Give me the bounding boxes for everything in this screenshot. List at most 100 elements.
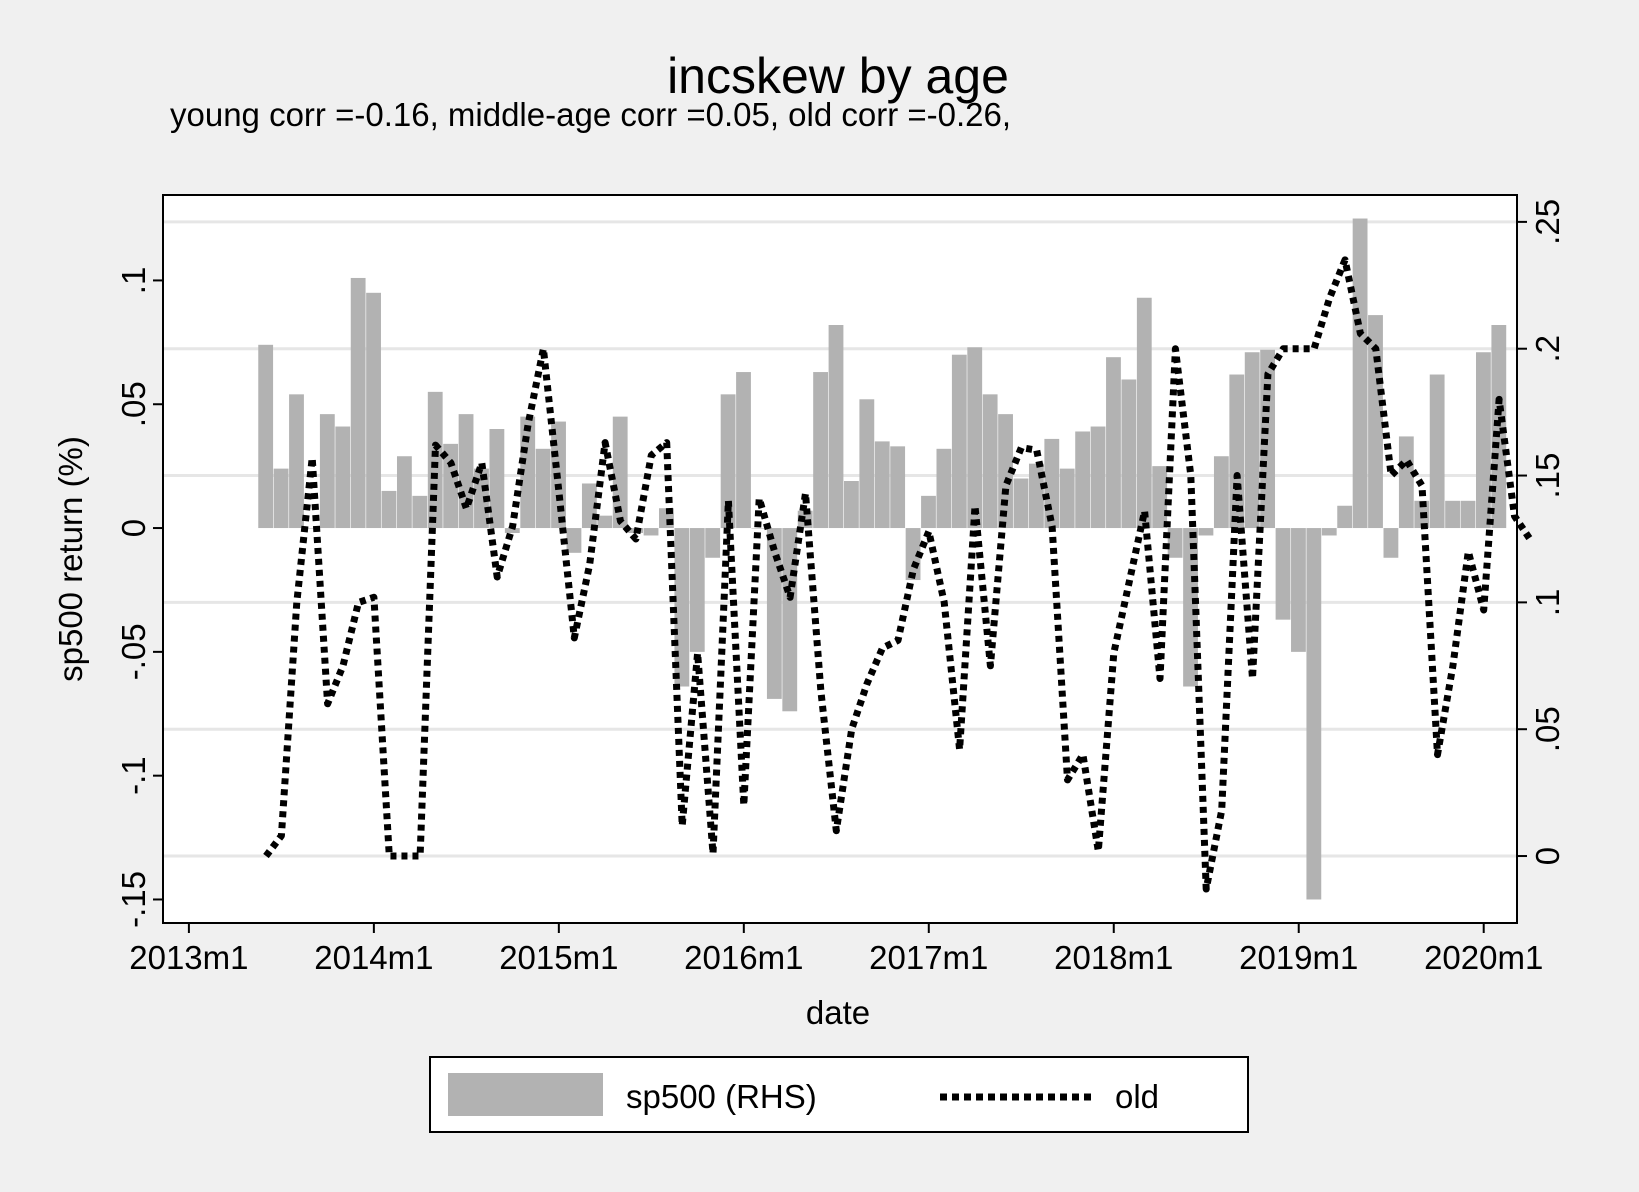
x-tick-label: 2014m1 [314,939,433,976]
sp500-bar [951,354,967,529]
x-tick-label: 2017m1 [869,939,988,976]
sp500-bar [1275,528,1291,620]
x-axis-label: date [806,994,870,1031]
sp500-bar [859,399,875,529]
legend-label-sp500: sp500 (RHS) [626,1078,817,1115]
sp500-bar [335,426,351,529]
sp500-bar [736,372,751,529]
sp500-bar [1445,500,1460,529]
sp500-bar [674,528,690,687]
sp500-bar [1121,379,1137,529]
left-tick-label: 0 [115,519,152,537]
sp500-bar [1167,528,1183,558]
x-tick-label: 2015m1 [499,939,618,976]
sp500-bar [751,528,767,529]
sp500-bar [890,446,906,529]
sp500-bar [381,490,397,529]
sp500-bar [782,528,798,712]
sp500-bar [350,277,366,529]
x-tick-label: 2016m1 [684,939,803,976]
sp500-bar [1106,357,1121,529]
right-tick-label: .2 [1529,335,1566,363]
sp500-bar [936,448,952,529]
sp500-bar [1229,374,1245,529]
sp500-bar [1152,466,1168,529]
left-axis: -.15 -.1 -.05 0 .05 .1 [115,267,163,928]
sp500-bar [643,528,659,536]
sp500-bar [597,515,613,529]
right-tick-label: .25 [1529,199,1566,245]
sp500-bar [813,372,828,529]
sp500-bar [520,416,536,529]
sp500-bar [1028,463,1044,529]
sp500-bar [828,325,844,529]
sp500-bar [1291,528,1306,652]
left-tick-label: .1 [115,267,152,295]
sp500-bar [705,528,721,558]
sp500-bar [427,391,443,529]
left-tick-label: -.1 [115,756,152,795]
sp500-bar [412,495,428,529]
sp500-bar [689,528,705,652]
left-tick-label: -.15 [115,871,152,928]
sp500-bar [874,441,890,529]
y-axis-label: sp500 return (%) [52,436,89,682]
right-tick-label: 0 [1529,847,1566,865]
sp500-bar [766,528,782,699]
sp500-bar [258,344,274,529]
right-tick-label: .05 [1529,706,1566,752]
sp500-bar [304,528,320,529]
sp500-bar [1213,456,1229,529]
sp500-bar [396,456,412,529]
sp500-bar [1244,352,1260,529]
sp500-bar [289,394,304,529]
sp500-bar [1337,505,1353,529]
legend: sp500 (RHS) old [429,1056,1249,1133]
sp500-bar [1429,374,1445,529]
sp500-bar [1383,528,1399,558]
sp500-bar [1475,352,1491,529]
x-tick-label: 2013m1 [129,939,248,976]
legend-label-old: old [1115,1078,1159,1115]
sp500-bar [366,292,381,529]
sp500-bar [1398,436,1414,529]
sp500-bars [258,218,1507,900]
right-axis: 0 .05 .1 .15 .2 .25 [1517,199,1566,865]
sp500-bar [844,481,859,529]
x-tick-label: 2020m1 [1424,939,1543,976]
sp500-bar [921,495,936,529]
sp500-bar [1460,500,1476,529]
sp500-bar [967,347,983,529]
old-line [263,256,1533,893]
sp500-bar [1321,528,1337,536]
legend-swatch-sp500 [448,1073,603,1116]
sp500-bar [1136,297,1152,529]
sp500-bar [982,394,998,529]
sp500-bar [504,528,520,533]
sp500-bar [489,429,505,529]
sp500-bar [1306,528,1322,900]
sp500-bar [535,448,551,529]
left-tick-label: .05 [115,381,152,427]
sp500-bar [319,414,335,529]
sp500-bar [1059,468,1075,529]
chart-subtitle: young corr =-0.16, middle-age corr =0.05… [170,96,1011,133]
x-tick-label: 2019m1 [1239,939,1358,976]
sp500-bar [1013,478,1029,529]
sp500-bar [1075,431,1091,529]
chart-title: incskew by age [667,48,1009,104]
sp500-bar [273,468,289,529]
old-series-line [263,256,1533,893]
sp500-bar [1198,528,1214,536]
x-tick-label: 2018m1 [1054,939,1173,976]
left-tick-label: -.05 [115,623,152,680]
sp500-bar [566,528,582,553]
right-tick-label: .15 [1529,453,1566,499]
sp500-bar [458,414,474,529]
x-axis: 2013m1 2014m1 2015m1 2016m1 2017m1 2018m1 2019… [129,923,1543,976]
sp500-bar [1183,528,1198,687]
sp500-bar [1352,218,1368,529]
sp500-bar [1090,426,1106,529]
right-tick-label: .1 [1529,589,1566,617]
